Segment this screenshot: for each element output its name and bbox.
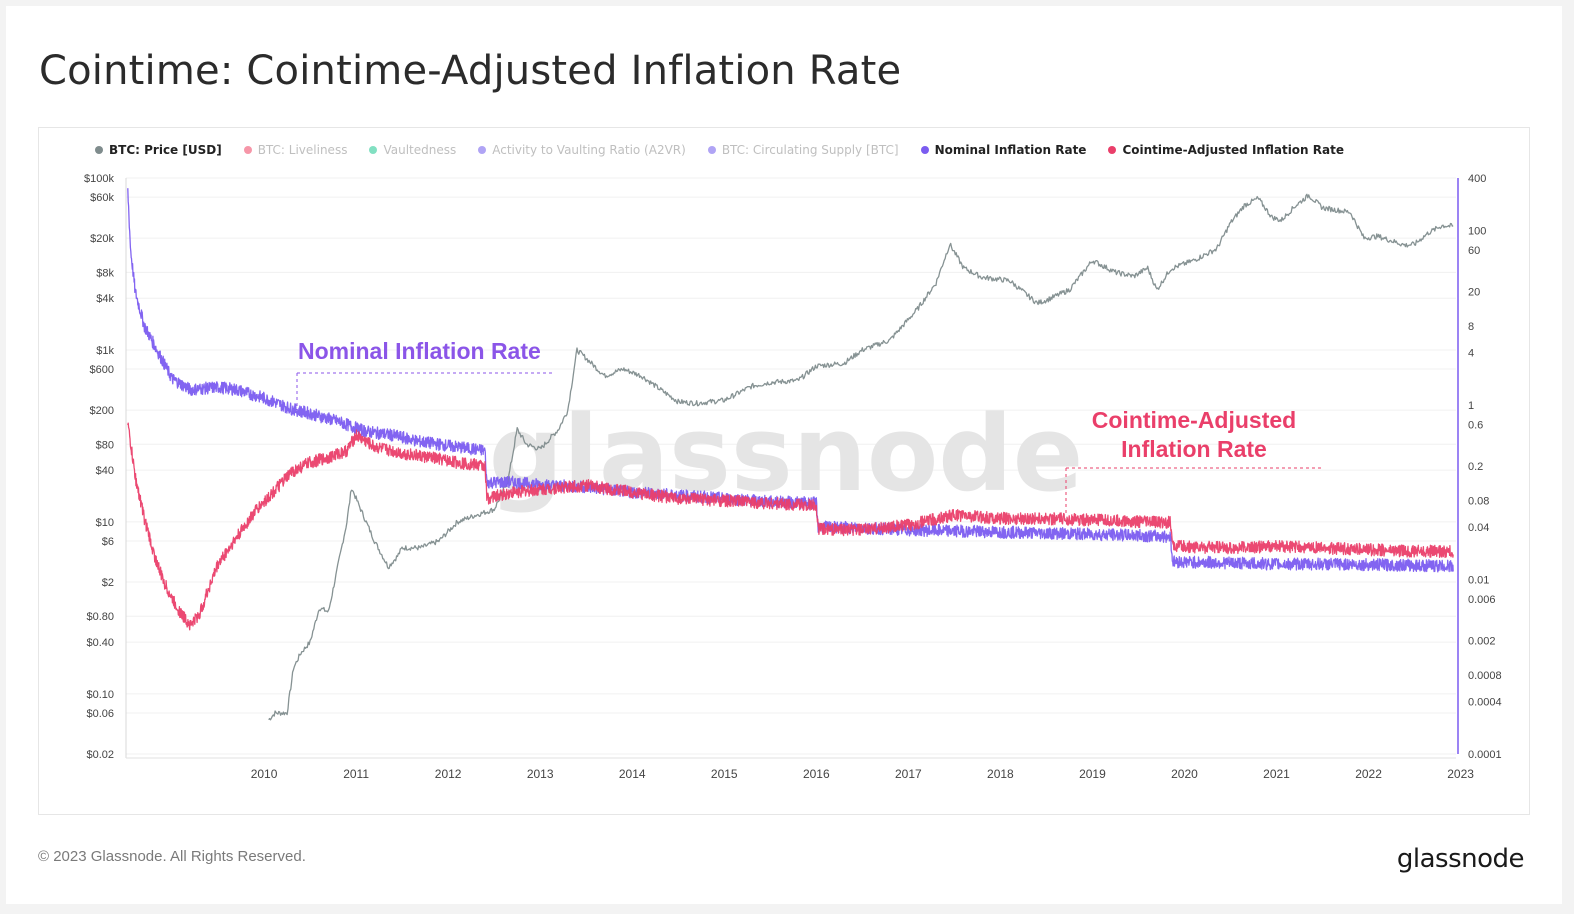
- legend-item[interactable]: BTC: Circulating Supply [BTC]: [707, 143, 899, 157]
- x-tick-label: 2020: [1171, 767, 1198, 781]
- y-left-tick-label: $40: [96, 465, 114, 477]
- x-tick-label: 2010: [251, 767, 278, 781]
- y-right-tick-label: 0.0008: [1468, 670, 1502, 682]
- y-right-tick-label: 4: [1468, 347, 1474, 359]
- y-right-tick-label: 0.0004: [1468, 696, 1502, 708]
- chart-svg: glassnode $100k $60k $20k $8k $4k $1k $600 $200 $…: [84, 173, 1502, 781]
- cointime-annotation-leader: [1065, 467, 1324, 516]
- legend-swatch: [369, 146, 378, 154]
- x-tick-label: 2017: [895, 767, 922, 781]
- y-right-tick-label: 0.002: [1468, 635, 1496, 647]
- legend-label: Vaultedness: [383, 143, 457, 157]
- legend-item[interactable]: Nominal Inflation Rate: [920, 143, 1087, 157]
- copyright-text: © 2023 Glassnode. All Rights Reserved.: [38, 848, 306, 865]
- chart-frame: BTC: Price [USD] BTC: Liveliness Vaultedne…: [38, 127, 1530, 815]
- x-tick-label: 2016: [803, 767, 830, 781]
- y-left-tick-label: $200: [90, 405, 114, 417]
- y-left-tick-label: $8k: [96, 267, 114, 279]
- x-tick-label: 2013: [527, 767, 554, 781]
- y-right-tick-label: 60: [1468, 245, 1480, 257]
- legend-swatch: [1108, 146, 1117, 154]
- legend-item[interactable]: Vaultedness: [369, 143, 456, 157]
- y-left-tick-label: $1k: [96, 345, 114, 357]
- y-left-tick-label: $20k: [90, 233, 114, 245]
- legend-swatch: [95, 146, 103, 154]
- legend-label: Nominal Inflation Rate: [934, 143, 1087, 157]
- y-left-tick-label: $2: [102, 577, 114, 589]
- y-right-tick-label: 0.08: [1468, 496, 1489, 508]
- series-line: [127, 188, 1454, 573]
- y-left-tick-label: $100k: [84, 173, 114, 185]
- legend: BTC: Price [USD] BTC: Liveliness Vaultedne…: [95, 140, 1366, 160]
- x-tick-label: 2012: [435, 767, 462, 781]
- x-tick-label: 2022: [1355, 767, 1382, 781]
- legend-label: BTC: Liveliness: [257, 143, 348, 157]
- brand-logo: glassnode: [1396, 844, 1525, 874]
- y-right-tick-label: 8: [1468, 321, 1474, 333]
- x-tick-label: 2021: [1263, 767, 1290, 781]
- legend-item[interactable]: Cointime-Adjusted Inflation Rate: [1108, 143, 1344, 157]
- y-left-tick-label: $4k: [96, 293, 114, 305]
- legend-swatch: [707, 146, 716, 154]
- page-title: Cointime: Cointime-Adjusted Inflation Ra…: [39, 48, 902, 94]
- y-left-tick-label: $80: [96, 439, 114, 451]
- legend-item[interactable]: BTC: Price [USD]: [95, 143, 222, 157]
- legend-swatch: [243, 146, 252, 154]
- x-tick-label: 2023: [1447, 767, 1474, 781]
- legend-label: Cointime-Adjusted Inflation Rate: [1122, 143, 1344, 157]
- y-right-tick-label: 1: [1468, 400, 1474, 412]
- y-left-tick-label: $60k: [90, 192, 114, 204]
- series-line: [127, 422, 1454, 631]
- nominal-annotation-leader: [296, 372, 554, 410]
- cointime-annotation-line2: Inflation Rate: [1121, 436, 1267, 462]
- y-right-tick-label: 0.04: [1468, 522, 1489, 534]
- y-right-tick-label: 0.2: [1468, 461, 1483, 473]
- legend-swatch: [478, 146, 487, 154]
- legend-label: BTC: Circulating Supply [BTC]: [721, 143, 899, 157]
- y-left-tick-label: $10: [96, 517, 114, 529]
- x-tick-label: 2015: [711, 767, 738, 781]
- legend-item[interactable]: Activity to Vaulting Ratio (A2VR): [478, 143, 686, 157]
- cointime-annotation-line1: Cointime-Adjusted: [1092, 407, 1296, 433]
- y-right-tick-label: 100: [1468, 226, 1486, 238]
- y-right-tick-label: 0.006: [1468, 594, 1496, 606]
- chart-card: Cointime: Cointime-Adjusted Inflation Ra…: [6, 6, 1562, 904]
- y-right-tick-label: 0.6: [1468, 419, 1483, 431]
- legend-item[interactable]: BTC: Liveliness: [243, 143, 348, 157]
- y-left-tick-label: $0.10: [86, 689, 114, 701]
- y-left-tick-label: $0.40: [86, 637, 114, 649]
- x-tick-label: 2011: [343, 767, 369, 781]
- y-right-tick-label: 0.01: [1468, 575, 1489, 587]
- x-tick-label: 2014: [619, 767, 646, 781]
- legend-label: Activity to Vaulting Ratio (A2VR): [492, 143, 686, 157]
- nominal-annotation: Nominal Inflation Rate: [298, 338, 541, 364]
- y-left-tick-label: $0.06: [86, 708, 114, 720]
- y-left-tick-label: $0.80: [86, 611, 114, 623]
- y-right-tick-label: 400: [1468, 173, 1486, 185]
- series-line: [268, 193, 1454, 721]
- x-tick-label: 2019: [1079, 767, 1106, 781]
- y-left-tick-label: $6: [102, 536, 114, 548]
- legend-label: BTC: Price [USD]: [109, 143, 222, 157]
- y-left-tick-label: $0.02: [86, 749, 114, 761]
- y-right-tick-label: 20: [1468, 287, 1480, 299]
- legend-swatch: [920, 146, 929, 154]
- watermark-text: glassnode: [489, 393, 1084, 515]
- y-left-tick-label: $600: [90, 364, 114, 376]
- x-tick-label: 2018: [987, 767, 1014, 781]
- y-right-tick-label: 0.0001: [1468, 749, 1502, 761]
